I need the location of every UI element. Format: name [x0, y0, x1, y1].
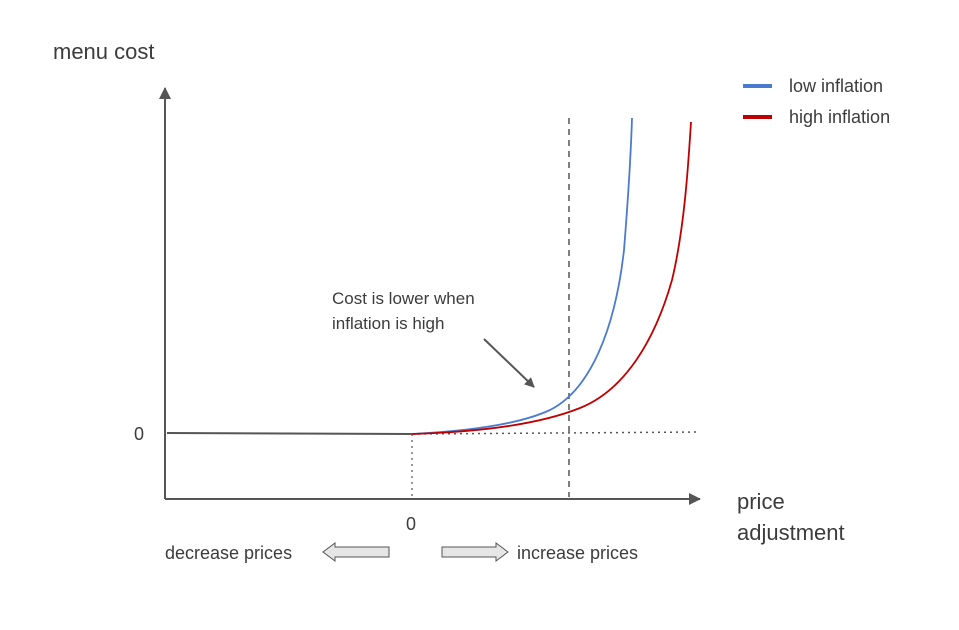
baseline-dotted — [411, 431, 701, 435]
x-axis-label-line2: adjustment — [737, 520, 845, 545]
x-axis-label-line1: price — [737, 489, 785, 514]
legend-label-high-inflation: high inflation — [789, 107, 890, 127]
increase-arrow-icon — [441, 542, 509, 562]
y-zero-label: 0 — [134, 424, 144, 444]
annotation-line2: inflation is high — [332, 314, 444, 333]
decrease-arrow-icon — [322, 542, 390, 562]
increase-prices-label: increase prices — [517, 543, 638, 563]
decrease-prices-label: decrease prices — [165, 543, 292, 563]
baseline-solid — [166, 432, 413, 435]
legend-label-low-inflation: low inflation — [789, 76, 883, 96]
annotation-line1: Cost is lower when — [332, 289, 475, 308]
series-high-inflation-curve — [411, 121, 692, 435]
x-zero-label: 0 — [406, 514, 416, 534]
series-low-inflation-curve — [411, 117, 633, 435]
annotation-arrow — [483, 338, 535, 388]
y-axis-label: menu cost — [53, 39, 155, 64]
